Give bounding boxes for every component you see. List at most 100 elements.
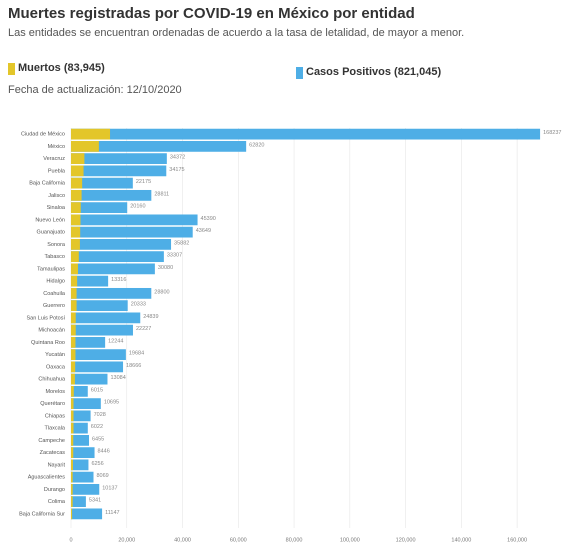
value-label: 12244 — [108, 338, 123, 344]
chart-subtitle: Las entidades se encuentran ordenadas de… — [8, 27, 464, 39]
bar — [71, 189, 152, 201]
bar — [71, 300, 77, 312]
bar — [71, 177, 83, 189]
bar — [71, 202, 81, 214]
bar — [71, 263, 78, 275]
bar — [71, 336, 106, 348]
bar — [71, 324, 133, 336]
y-tick-label: Morelos — [45, 389, 65, 395]
y-tick-label: Campeche — [38, 438, 65, 444]
value-label: 20160 — [130, 204, 145, 210]
y-tick-label: Tamaulipas — [37, 266, 65, 272]
bar — [71, 361, 124, 373]
y-tick-label: Jalisco — [48, 193, 65, 199]
value-label: 22227 — [136, 326, 151, 332]
bar — [71, 447, 74, 459]
bar — [71, 140, 247, 152]
legend-swatch — [8, 63, 15, 75]
x-tick-label: 20,000 — [118, 537, 135, 543]
y-tick-label: Durango — [44, 487, 65, 493]
x-tick-label: 60,000 — [230, 537, 247, 543]
bar — [71, 140, 99, 152]
bar — [71, 214, 81, 226]
bar — [71, 287, 152, 299]
value-label: 6022 — [91, 424, 103, 430]
bar — [71, 336, 76, 348]
y-tick-label: Oaxaca — [46, 364, 66, 370]
bar — [71, 422, 74, 434]
bar — [71, 189, 82, 201]
bar — [71, 226, 81, 238]
bar — [71, 459, 73, 471]
bar — [71, 165, 167, 177]
y-tick-label: Baja California Sur — [19, 511, 65, 517]
y-tick-label: Nayarit — [48, 462, 66, 468]
y-tick-label: San Luis Potosí — [26, 315, 65, 321]
value-label: 34372 — [170, 155, 185, 161]
bar — [71, 385, 88, 397]
value-label: 18666 — [126, 363, 141, 369]
value-label: 20333 — [131, 302, 146, 308]
y-tick-label: Sinaloa — [47, 205, 66, 211]
y-tick-label: Tlaxcala — [45, 426, 66, 432]
bar — [71, 251, 79, 263]
bar — [71, 459, 89, 471]
x-tick-label: 0 — [69, 537, 72, 543]
bar — [71, 373, 75, 385]
value-label: 10695 — [104, 400, 119, 406]
bar — [71, 263, 155, 275]
bar — [71, 434, 89, 446]
y-tick-label: Puebla — [48, 168, 66, 174]
bar — [71, 508, 73, 520]
bar — [71, 312, 141, 324]
y-tick-label: Sonora — [47, 242, 66, 248]
y-tick-label: Baja California — [29, 181, 66, 187]
value-label: 19684 — [129, 351, 144, 357]
y-tick-label: Chiapas — [45, 413, 65, 419]
value-label: 8069 — [96, 473, 108, 479]
value-label: 62820 — [249, 142, 264, 148]
bar — [71, 214, 198, 226]
bar — [71, 153, 85, 165]
bar — [71, 287, 77, 299]
bar — [71, 349, 76, 361]
bar — [71, 177, 133, 189]
bar — [71, 471, 73, 483]
value-label: 13084 — [110, 375, 125, 381]
bar — [71, 128, 111, 140]
y-tick-label: Aguascalientes — [28, 475, 66, 481]
value-label: 45390 — [201, 216, 216, 222]
value-label: 33307 — [167, 253, 182, 259]
x-tick-label: 140,000 — [451, 537, 471, 543]
y-tick-label: Colima — [48, 499, 66, 505]
bar — [71, 275, 109, 287]
bar — [71, 447, 95, 459]
value-label: 43649 — [196, 228, 211, 234]
value-label: 30080 — [158, 265, 173, 271]
bar — [71, 434, 74, 446]
bar — [71, 251, 164, 263]
value-label: 5341 — [89, 498, 101, 504]
y-tick-label: Zacatecas — [40, 450, 66, 456]
y-tick-label: Hidalgo — [46, 279, 65, 285]
chart-title: Muertes registradas por COVID-19 en Méxi… — [8, 5, 415, 22]
bar — [71, 398, 101, 410]
bar — [71, 275, 78, 287]
bar — [71, 410, 91, 422]
bar — [71, 398, 74, 410]
value-label: 28811 — [154, 191, 169, 197]
bar — [71, 238, 172, 250]
value-label: 13316 — [111, 277, 126, 283]
y-tick-label: Coahuila — [43, 291, 66, 297]
value-label: 34175 — [169, 167, 184, 173]
bar — [71, 483, 100, 495]
y-tick-label: Guerrero — [43, 303, 65, 309]
value-label: 6256 — [91, 461, 103, 467]
value-label: 28800 — [154, 289, 169, 295]
bar — [71, 238, 80, 250]
x-tick-label: 100,000 — [340, 537, 360, 543]
y-tick-label: Ciudad de México — [21, 132, 65, 138]
value-label: 7028 — [94, 412, 106, 418]
legend-label: Muertos (83,945) — [18, 62, 105, 74]
y-tick-label: Tabasco — [45, 254, 66, 260]
